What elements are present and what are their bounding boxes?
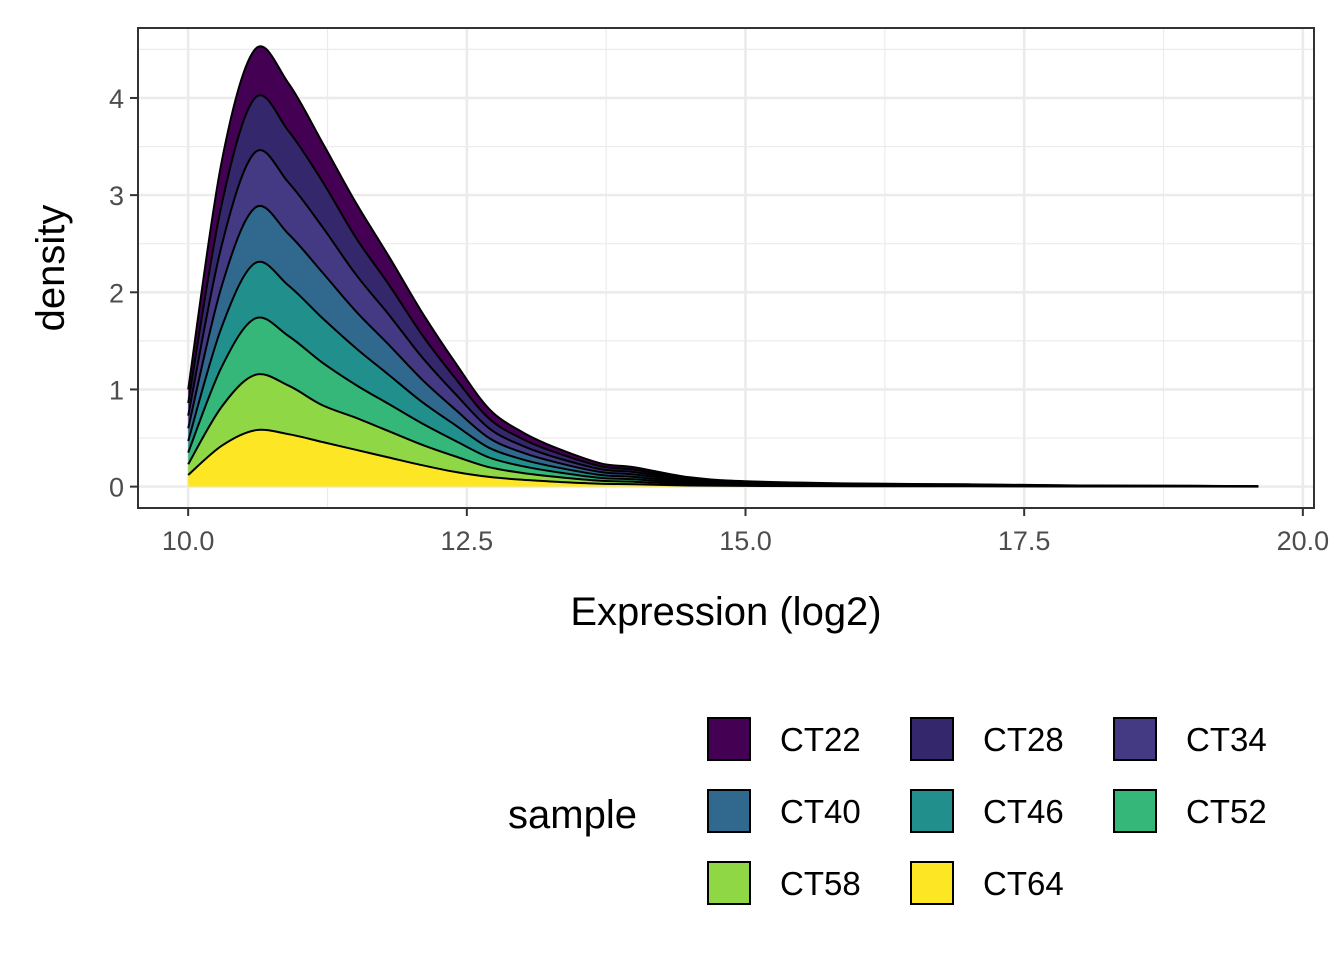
legend-swatch-ct64 xyxy=(910,861,954,905)
legend-label-ct28: CT28 xyxy=(983,721,1064,758)
area-ct46 xyxy=(188,261,1259,487)
legend-label-ct22: CT22 xyxy=(780,721,861,758)
area-ct28 xyxy=(188,95,1259,487)
area-ct52 xyxy=(188,317,1259,487)
area-ct58 xyxy=(188,374,1259,487)
y-tick-label: 2 xyxy=(109,278,124,308)
legend-label-ct64: CT64 xyxy=(983,865,1064,902)
x-tick-label: 17.5 xyxy=(998,526,1051,556)
x-tick-label: 10.0 xyxy=(162,526,215,556)
area-ct34 xyxy=(188,150,1259,487)
legend-swatch-ct52 xyxy=(1113,789,1157,833)
area-ct22 xyxy=(188,46,1259,487)
y-axis-title: density xyxy=(29,205,73,332)
panel-border xyxy=(137,27,1315,509)
x-tick-label: 20.0 xyxy=(1277,526,1330,556)
legend-swatch-ct22 xyxy=(707,717,751,761)
stacked-areas xyxy=(187,45,1259,488)
y-tick-label: 0 xyxy=(109,473,124,503)
legend-label-ct52: CT52 xyxy=(1186,793,1267,830)
y-tick-label: 3 xyxy=(109,181,124,211)
legend-swatch-ct28 xyxy=(910,717,954,761)
legend: sample CT22 CT28 CT34 CT40 CT46 CT52 CT58 CT64 xyxy=(508,717,1267,905)
area-ct40 xyxy=(188,205,1259,487)
legend-swatch-ct34 xyxy=(1113,717,1157,761)
y-tick-label: 4 xyxy=(109,84,124,114)
x-tick-label: 15.0 xyxy=(719,526,772,556)
legend-title: sample xyxy=(508,793,637,837)
legend-label-ct58: CT58 xyxy=(780,865,861,902)
legend-swatch-ct40 xyxy=(707,789,751,833)
legend-swatch-ct58 xyxy=(707,861,751,905)
legend-label-ct46: CT46 xyxy=(983,793,1064,830)
x-axis-title: Expression (log2) xyxy=(570,590,881,634)
outline-ct22 xyxy=(187,45,1259,488)
grid-minor xyxy=(138,28,1314,508)
legend-label-ct34: CT34 xyxy=(1186,721,1267,758)
legend-swatch-ct46 xyxy=(910,789,954,833)
x-tick-label: 12.5 xyxy=(441,526,494,556)
y-tick-label: 1 xyxy=(109,375,124,405)
axis-tick-labels: 10.0 12.5 15.0 17.5 20.0 0 1 2 3 4 xyxy=(109,84,1329,556)
axis-ticks xyxy=(130,96,1304,516)
legend-label-ct40: CT40 xyxy=(780,793,861,830)
